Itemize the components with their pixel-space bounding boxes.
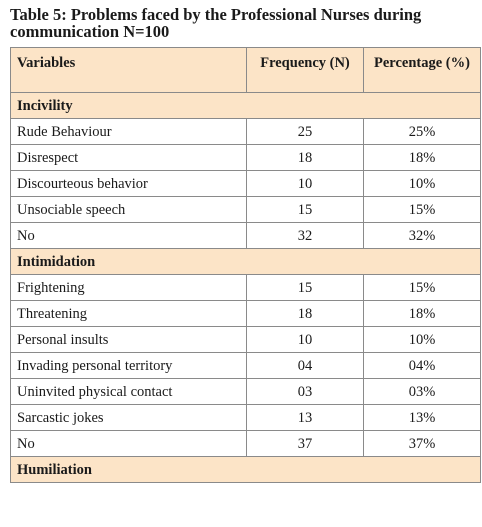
percentage-cell: 18%	[363, 144, 481, 171]
table-row: Invading personal territory 04 04%	[10, 352, 481, 379]
percentage-cell: 25%	[363, 118, 481, 145]
frequency-cell: 18	[246, 144, 364, 171]
header-row: Variables Frequency (N) Percentage (%)	[10, 47, 481, 93]
variable-cell: Threatening	[10, 300, 247, 327]
group-row: Incivility	[10, 92, 481, 119]
frequency-cell: 25	[246, 118, 364, 145]
header-percentage: Percentage (%)	[363, 47, 481, 93]
percentage-cell: 37%	[363, 430, 481, 457]
percentage-cell: 10%	[363, 170, 481, 197]
variable-cell: Sarcastic jokes	[10, 404, 247, 431]
frequency-cell: 13	[246, 404, 364, 431]
frequency-cell: 03	[246, 378, 364, 405]
percentage-cell: 04%	[363, 352, 481, 379]
frequency-cell: 32	[246, 222, 364, 249]
table-caption: Table 5: Problems faced by the Professio…	[10, 5, 422, 41]
header-variables: Variables	[10, 47, 247, 93]
table-row: Disrespect 18 18%	[10, 144, 481, 171]
problems-table: Variables Frequency (N) Percentage (%) I…	[10, 47, 481, 483]
percentage-cell: 18%	[363, 300, 481, 327]
percentage-cell: 13%	[363, 404, 481, 431]
variable-cell: Rude Behaviour	[10, 118, 247, 145]
table-row: Personal insults 10 10%	[10, 326, 481, 353]
frequency-cell: 10	[246, 326, 364, 353]
table-row: Rude Behaviour 25 25%	[10, 118, 481, 145]
frequency-cell: 10	[246, 170, 364, 197]
variable-cell: Uninvited physical contact	[10, 378, 247, 405]
group-row: Humiliation	[10, 456, 481, 483]
header-frequency: Frequency (N)	[246, 47, 364, 93]
table-row: Uninvited physical contact 03 03%	[10, 378, 481, 405]
frequency-cell: 15	[246, 196, 364, 223]
percentage-cell: 32%	[363, 222, 481, 249]
frequency-cell: 04	[246, 352, 364, 379]
table-row: Frightening 15 15%	[10, 274, 481, 301]
frequency-cell: 15	[246, 274, 364, 301]
group-label: Intimidation	[10, 248, 481, 275]
percentage-cell: 15%	[363, 196, 481, 223]
table-body: Incivility Rude Behaviour 25 25% Disrespect 1…	[10, 92, 481, 483]
frequency-cell: 18	[246, 300, 364, 327]
table-row: Sarcastic jokes 13 13%	[10, 404, 481, 431]
group-label: Incivility	[10, 92, 481, 119]
variable-cell: Personal insults	[10, 326, 247, 353]
percentage-cell: 15%	[363, 274, 481, 301]
group-row: Intimidation	[10, 248, 481, 275]
frequency-cell: 37	[246, 430, 364, 457]
variable-cell: Invading personal territory	[10, 352, 247, 379]
percentage-cell: 03%	[363, 378, 481, 405]
group-label: Humiliation	[10, 456, 481, 483]
table-row: Threatening 18 18%	[10, 300, 481, 327]
table-row: Discourteous behavior 10 10%	[10, 170, 481, 197]
table-row: No 32 32%	[10, 222, 481, 249]
variable-cell: Unsociable speech	[10, 196, 247, 223]
variable-cell: Disrespect	[10, 144, 247, 171]
variable-cell: Discourteous behavior	[10, 170, 247, 197]
variable-cell: No	[10, 430, 247, 457]
table-row: Unsociable speech 15 15%	[10, 196, 481, 223]
table-row: No 37 37%	[10, 430, 481, 457]
variable-cell: No	[10, 222, 247, 249]
variable-cell: Frightening	[10, 274, 247, 301]
percentage-cell: 10%	[363, 326, 481, 353]
